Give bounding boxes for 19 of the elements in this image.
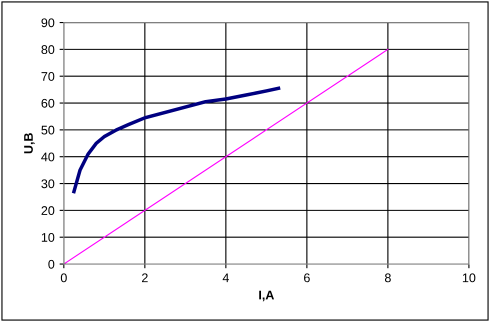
x-axis-title: I,A — [259, 290, 274, 302]
y-tick-label: 80 — [41, 45, 54, 54]
y-axis-title: U,B — [24, 133, 35, 154]
y-tick-label: 30 — [41, 179, 54, 188]
x-tick-label: 10 — [462, 273, 476, 282]
y-tick-label: 10 — [42, 233, 54, 242]
y-tick-label: 20 — [42, 206, 54, 216]
y-tick-label: 40 — [41, 152, 54, 162]
x-tick-label: 8 — [384, 273, 391, 282]
y-tick-label: 0 — [48, 260, 54, 269]
x-tick-label: 0 — [60, 273, 67, 282]
y-tick-label: 70 — [42, 72, 54, 81]
x-tick-label: 2 — [142, 273, 148, 282]
line-series — [72, 86, 280, 194]
x-tick-label: 6 — [304, 273, 310, 282]
y-tick-label: 90 — [41, 18, 54, 28]
y-tick-label: 60 — [42, 98, 54, 108]
y-tick-label: 50 — [41, 126, 54, 135]
x-tick-label: 4 — [222, 274, 229, 282]
